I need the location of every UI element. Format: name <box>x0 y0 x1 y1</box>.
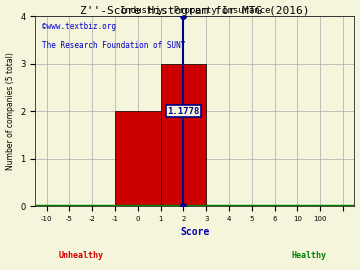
Text: ©www.textbiz.org: ©www.textbiz.org <box>42 22 116 31</box>
Bar <box>161 64 206 206</box>
Text: Unhealthy: Unhealthy <box>58 251 103 260</box>
Y-axis label: Number of companies (5 total): Number of companies (5 total) <box>5 52 14 170</box>
Text: Industry: Property Insurance: Industry: Property Insurance <box>120 6 270 15</box>
Text: The Research Foundation of SUNY: The Research Foundation of SUNY <box>42 41 185 50</box>
Text: Healthy: Healthy <box>291 251 326 260</box>
Text: 1.1778: 1.1778 <box>167 107 199 116</box>
Title: Z''-Score Histogram for MTG (2016): Z''-Score Histogram for MTG (2016) <box>80 6 310 16</box>
X-axis label: Score: Score <box>180 227 210 237</box>
Bar <box>115 111 161 206</box>
